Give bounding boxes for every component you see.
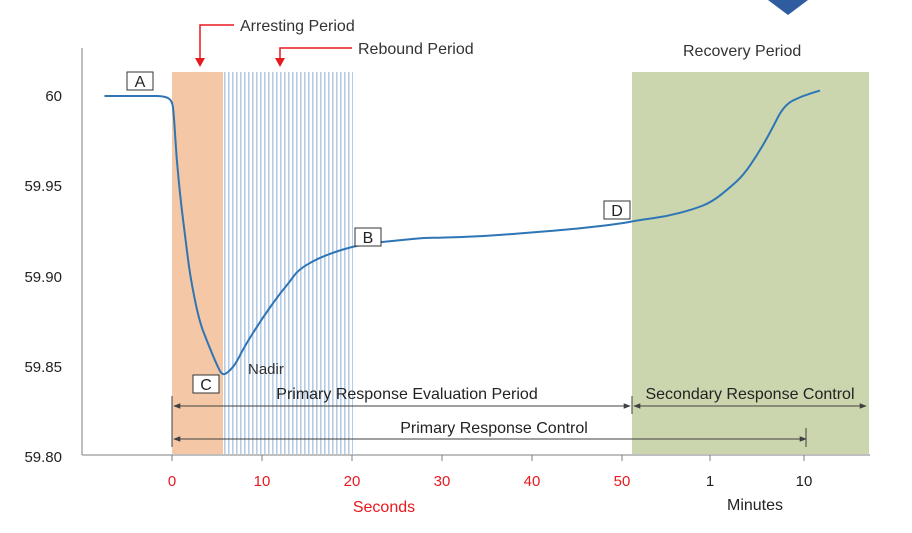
arresting-period-label: Arresting Period <box>240 18 355 35</box>
point-label-a-box <box>126 71 154 91</box>
x-tick-label-minutes: 1 <box>706 473 714 490</box>
point-label-a-text: A <box>135 74 146 91</box>
y-tick-labels: 60 59.95 59.90 59.85 59.80 <box>24 88 62 466</box>
point-label-b-box <box>354 227 382 247</box>
point-label-c: C <box>192 374 220 394</box>
point-label-d: D <box>603 200 631 220</box>
frequency-series-line <box>104 89 821 376</box>
rebound-period-region <box>223 72 353 454</box>
arresting-pointer-arrowhead <box>195 58 205 67</box>
x-axis-label-seconds: Seconds <box>353 499 415 516</box>
y-tick-label: 59.95 <box>24 178 62 195</box>
x-ticks-minutes: 1 10 <box>706 455 813 490</box>
arresting-period-region <box>172 72 223 454</box>
point-label-c-box <box>192 374 220 394</box>
secondary-response-control-label: Secondary Response Control <box>645 386 854 403</box>
point-label-c-text: C <box>200 377 212 394</box>
x-tick-label-seconds: 40 <box>524 473 541 490</box>
rebound-period-pointer <box>279 47 352 62</box>
primary-response-evaluation-label: Primary Response Evaluation Period <box>276 386 537 403</box>
recovery-period-label: Recovery Period <box>683 43 801 60</box>
x-tick-label-seconds: 20 <box>344 473 361 490</box>
y-tick-label: 60 <box>45 88 62 105</box>
x-axis-label-minutes: Minutes <box>727 497 783 514</box>
corner-marker-icon <box>768 0 808 15</box>
y-tick-label: 59.80 <box>24 449 62 466</box>
x-ticks-seconds: 0 10 20 30 40 50 <box>168 455 631 490</box>
point-label-d-text: D <box>611 203 623 220</box>
arresting-period-pointer <box>199 24 234 62</box>
x-tick-label-seconds: 30 <box>434 473 451 490</box>
y-tick-label: 59.90 <box>24 269 62 286</box>
primary-response-control-label: Primary Response Control <box>400 420 588 437</box>
y-tick-label: 59.85 <box>24 359 62 376</box>
recovery-period-region <box>632 72 869 454</box>
x-tick-label-minutes: 10 <box>796 473 813 490</box>
rebound-pointer-arrowhead <box>275 58 285 67</box>
point-label-b-text: B <box>363 230 374 247</box>
point-label-a: A <box>126 71 154 91</box>
x-tick-label-seconds: 50 <box>614 473 631 490</box>
x-tick-label-seconds: 0 <box>168 473 176 490</box>
point-label-b: B <box>354 227 382 247</box>
nadir-label: Nadir <box>248 361 284 378</box>
rebound-period-label: Rebound Period <box>358 41 474 58</box>
point-label-d-box <box>603 200 631 220</box>
x-tick-label-seconds: 10 <box>254 473 271 490</box>
